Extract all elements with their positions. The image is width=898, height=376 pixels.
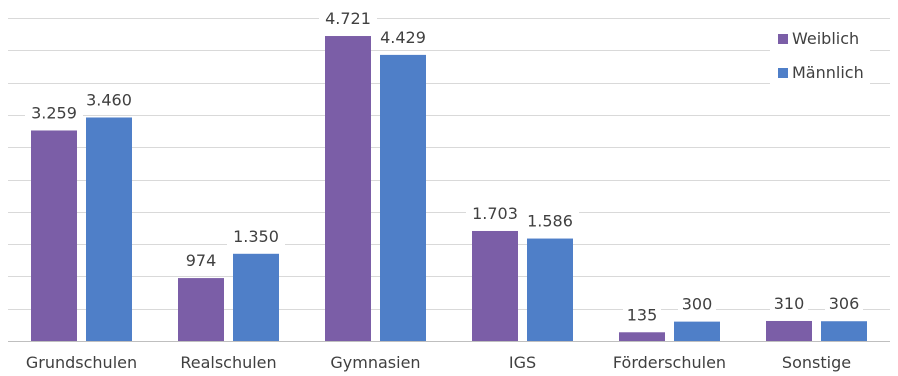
category-label: Realschulen [180,353,276,372]
gridlines [8,18,890,310]
data-label-background [521,211,579,233]
legend-label: Weiblich [792,29,859,48]
data-label: 135 [627,305,658,324]
data-label: 3.460 [86,90,132,109]
data-label-background [374,27,432,49]
category-label: IGS [509,353,536,372]
bar-weiblich-förderschulen [619,332,665,341]
data-label: 974 [186,251,217,270]
data-label: 1.586 [527,212,573,231]
data-label: 4.721 [325,9,371,28]
legend-swatch [778,34,788,44]
data-label-background [770,293,808,315]
bar-männlich-realschulen [233,253,279,341]
bar-männlich-förderschulen [674,321,720,341]
data-label-background [80,90,138,112]
bars [31,36,867,342]
bar-weiblich-sonstige [766,320,812,341]
bar-weiblich-igs [472,230,518,341]
data-label-background [182,251,220,273]
data-label: 306 [829,294,860,313]
data-label-background [678,294,716,316]
legend: Weiblich Männlich [770,24,870,90]
data-label: 310 [774,294,805,313]
data-label-background [466,203,524,225]
bar-weiblich-grundschulen [31,130,77,341]
bar-weiblich-gymnasien [325,36,371,341]
bar-weiblich-realschulen [178,278,224,341]
bar-männlich-grundschulen [86,117,132,341]
bar-männlich-sonstige [821,321,867,341]
data-label-background [25,103,83,125]
bar-männlich-igs [527,238,573,341]
data-label: 1.703 [472,204,518,223]
legend-swatch [778,68,788,78]
category-label: Förderschulen [613,353,726,372]
legend-label: Männlich [792,63,864,82]
data-label-background [319,9,377,31]
category-label: Grundschulen [26,353,137,372]
category-tick-labels: Grundschulen Realschulen Gymnasien IGS Förde… [26,353,851,372]
data-label: 4.429 [380,28,426,47]
data-label-background [825,294,863,316]
data-labels: 3.259 3.460 974 1.350 4.721 4.429 1.703 1.586 13… [25,9,863,327]
data-label-background [227,226,285,248]
data-label: 3.259 [31,103,77,122]
data-label-background [623,305,661,327]
data-label: 300 [682,295,713,314]
category-label: Sonstige [782,353,851,372]
data-label: 1.350 [233,227,279,246]
bar-männlich-gymnasien [380,54,426,342]
category-label: Gymnasien [330,353,420,372]
